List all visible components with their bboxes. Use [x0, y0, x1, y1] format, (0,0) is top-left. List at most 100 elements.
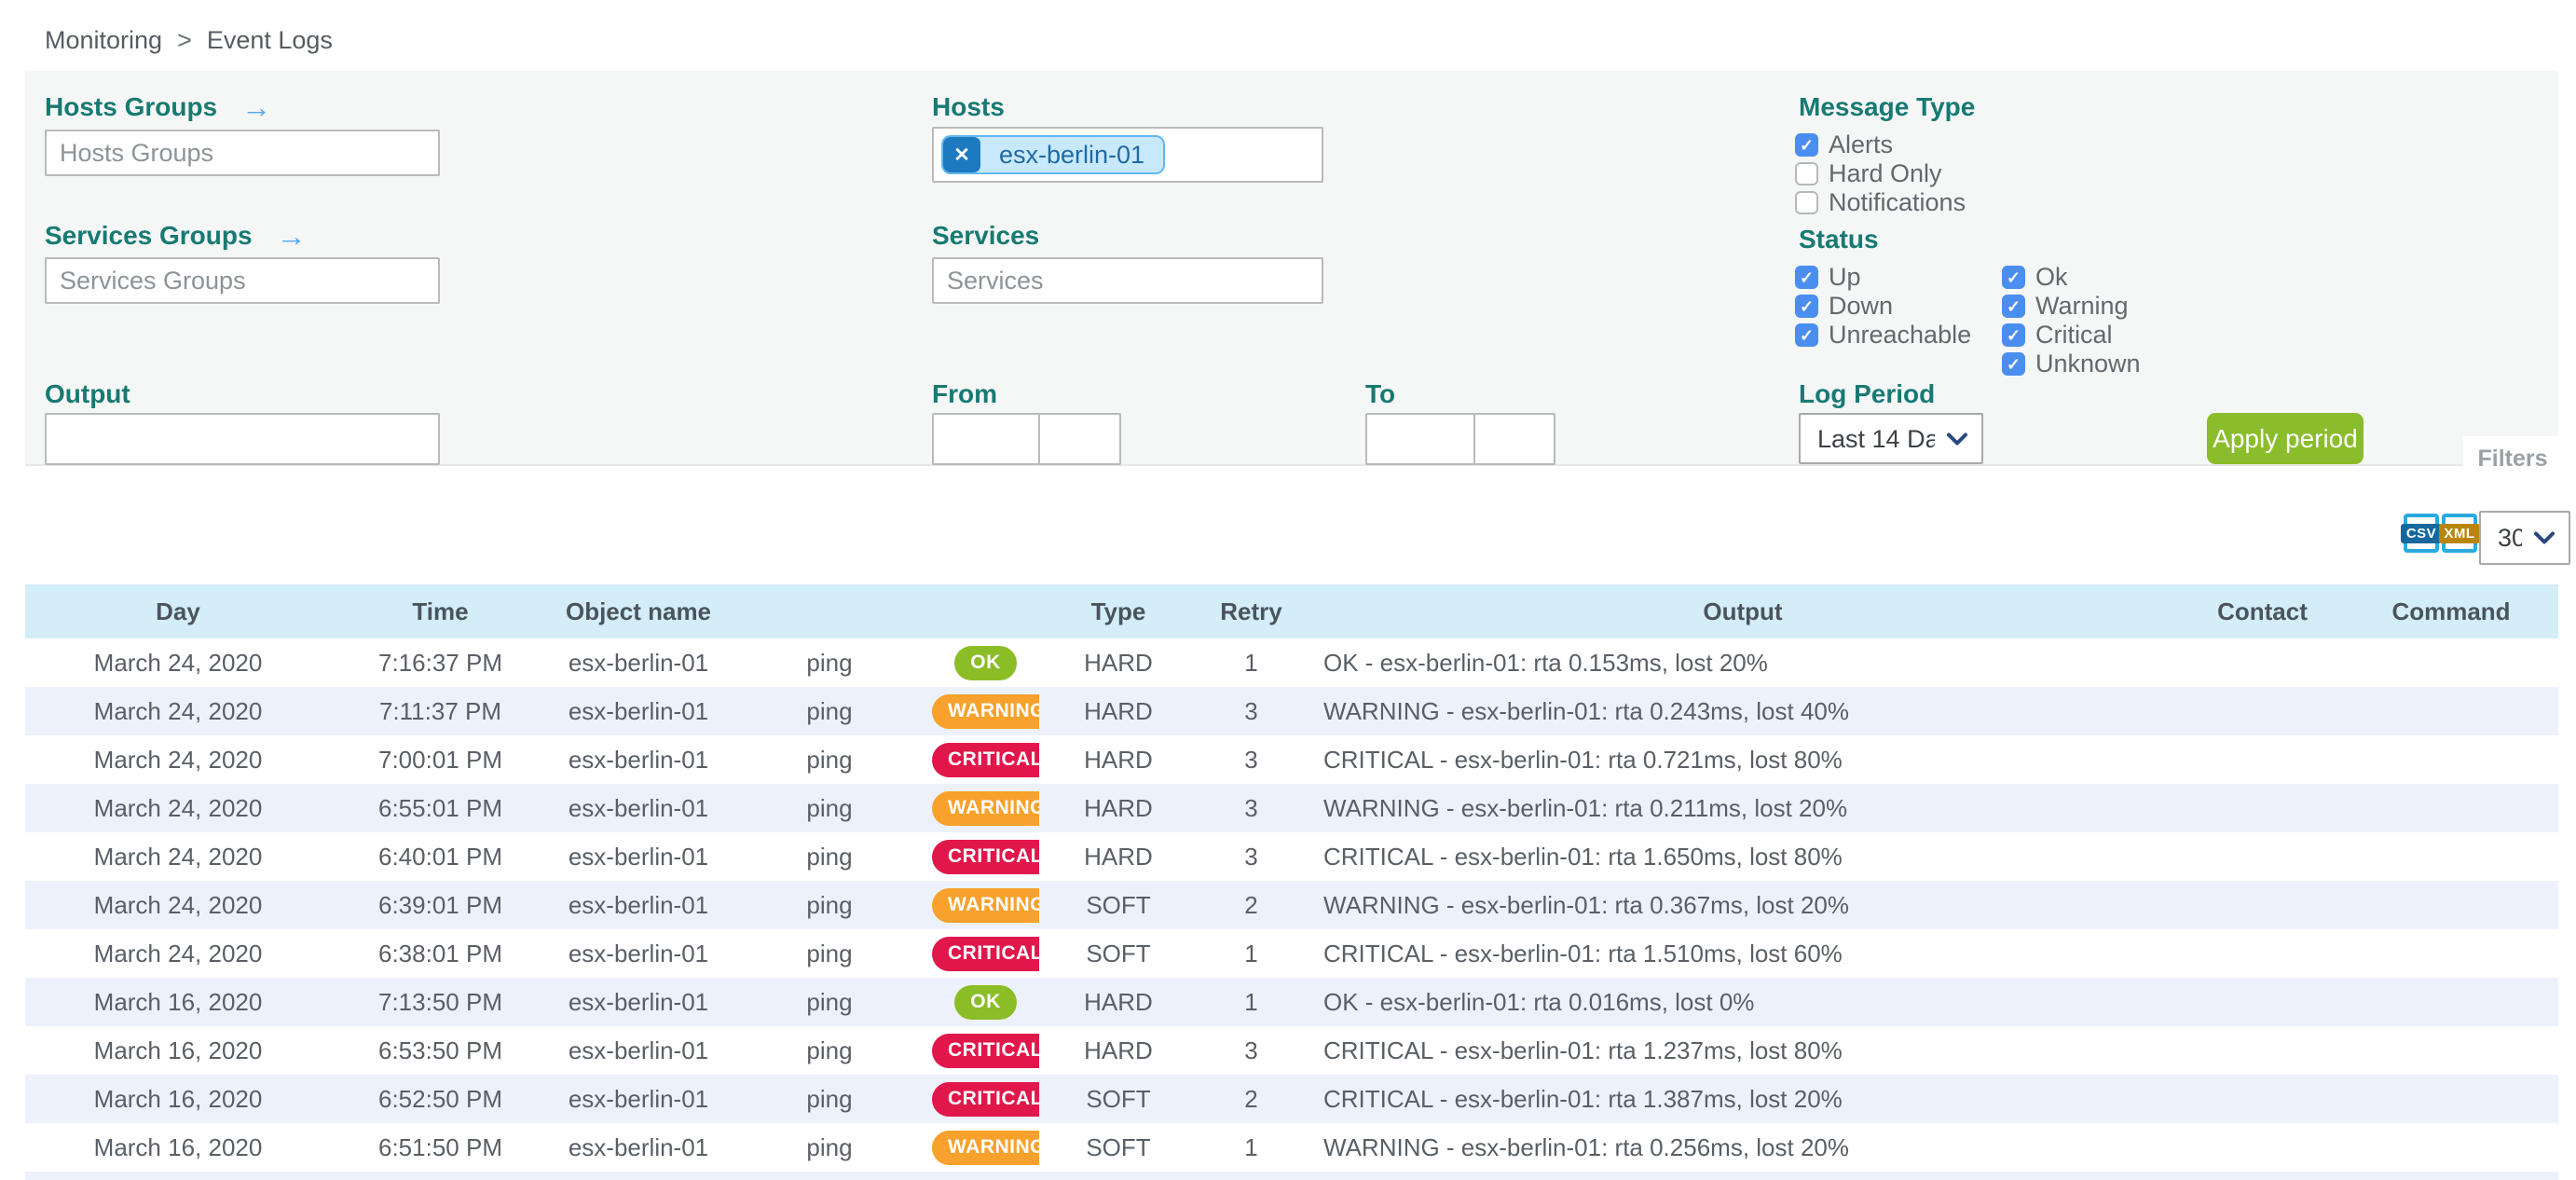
filter-checkbox[interactable]: ✓ Unreachable: [1795, 321, 1971, 350]
header-day: Day: [156, 597, 200, 625]
cell-day: March 24, 2020: [93, 696, 263, 725]
filter-checkbox[interactable]: ✓ Notifications: [1795, 188, 1966, 217]
cell-service: ping: [806, 939, 853, 967]
from-label: From: [932, 379, 997, 408]
table-row[interactable]: March 24, 2020 6:55:01 PM esx-berlin-01 …: [25, 784, 2558, 832]
filter-checkbox[interactable]: ✓ Hard Only: [1795, 159, 1966, 188]
xml-export-icon[interactable]: XML: [2439, 514, 2480, 553]
status-badge: WARNING: [932, 1130, 1039, 1165]
cell-object-name: esx-berlin-01: [568, 1132, 709, 1161]
breadcrumb: Monitoring > Event Logs: [45, 26, 333, 55]
to-label: To: [1365, 379, 1396, 408]
filter-checkbox[interactable]: ✓ Up: [1795, 263, 1971, 292]
to-date-input[interactable]: [1365, 413, 1475, 465]
page-size-select[interactable]: 30: [2479, 511, 2570, 565]
filter-checkbox[interactable]: ✓ Ok: [2002, 263, 2141, 292]
cell-retry: 1: [1244, 939, 1258, 967]
status-label: Status: [1799, 225, 1879, 254]
cell-time: 6:55:01 PM: [378, 793, 502, 822]
cell-service: ping: [806, 745, 853, 774]
hosts-groups-arrow-icon[interactable]: →: [241, 90, 272, 124]
checkbox-box: ✓: [2002, 295, 2025, 318]
checkbox-label: Unknown: [2035, 350, 2141, 377]
cell-time: 7:16:37 PM: [378, 648, 502, 677]
cell-object-name: esx-berlin-01: [568, 842, 709, 871]
table-row[interactable]: March 16, 2020 7:13:50 PM esx-berlin-01 …: [25, 978, 2558, 1026]
cell-type: HARD: [1084, 696, 1153, 725]
breadcrumb-event-logs[interactable]: Event Logs: [206, 26, 333, 54]
event-logs-table: Day Time Object name Type Retry Output C…: [25, 584, 2558, 1180]
cell-day: March 24, 2020: [93, 842, 263, 871]
output-input[interactable]: [45, 413, 440, 465]
hosts-input[interactable]: ✕ esx-berlin-01: [932, 127, 1323, 183]
from-time-input[interactable]: [1038, 413, 1121, 465]
checkbox-label: Hard Only: [1829, 159, 1942, 187]
cell-output: CRITICAL - esx-berlin-01: rta 0.721ms, l…: [1323, 745, 1843, 774]
cell-retry: 3: [1244, 793, 1258, 822]
cell-time: 6:51:50 PM: [378, 1132, 502, 1161]
filter-checkbox[interactable]: ✓ Unknown: [2002, 350, 2141, 378]
checkbox-box: ✓: [2002, 323, 2025, 347]
status-badge: OK: [954, 984, 1017, 1020]
table-row[interactable]: March 24, 2020 6:39:01 PM esx-berlin-01 …: [25, 881, 2558, 929]
csv-export-icon[interactable]: CSV: [2401, 514, 2442, 553]
cell-time: 6:39:01 PM: [378, 890, 502, 919]
services-input[interactable]: [932, 257, 1323, 304]
from-date-input[interactable]: [932, 413, 1040, 465]
table-row[interactable]: March 24, 2020 7:16:37 PM esx-berlin-01 …: [25, 638, 2558, 687]
cell-output: WARNING - esx-berlin-01: rta 0.256ms, lo…: [1323, 1132, 1849, 1161]
checkbox-box: ✓: [2002, 266, 2025, 289]
output-label: Output: [45, 379, 130, 408]
filter-checkbox[interactable]: ✓ Warning: [2002, 292, 2141, 321]
table-row[interactable]: March 16, 2020 6:51:50 PM esx-berlin-01 …: [25, 1123, 2558, 1172]
chip-remove-icon[interactable]: ✕: [943, 137, 980, 172]
cell-object-name: esx-berlin-01: [568, 939, 709, 967]
header-type: Type: [1090, 597, 1146, 625]
breadcrumb-monitoring[interactable]: Monitoring: [45, 26, 163, 54]
cell-time: 6:40:01 PM: [378, 842, 502, 871]
cell-type: HARD: [1084, 745, 1153, 774]
cell-output: CRITICAL - esx-berlin-01: rta 1.387ms, l…: [1323, 1084, 1843, 1113]
services-label: Services: [932, 221, 1040, 250]
table-row[interactable]: March 24, 2020 7:11:37 PM esx-berlin-01 …: [25, 687, 2558, 735]
cell-retry: 1: [1244, 648, 1258, 677]
cell-type: SOFT: [1086, 939, 1151, 967]
header-command: Command: [2391, 597, 2511, 625]
table-row[interactable]: March 16, 2020 6:52:50 PM esx-berlin-01 …: [25, 1075, 2558, 1123]
status-badge: OK: [954, 645, 1017, 680]
table-header-row: Day Time Object name Type Retry Output C…: [25, 584, 2558, 638]
cell-time: 7:00:01 PM: [378, 745, 502, 774]
filter-checkbox[interactable]: ✓ Down: [1795, 292, 1971, 321]
filters-tab[interactable]: Filters: [2463, 436, 2562, 481]
filter-checkbox[interactable]: ✓ Alerts: [1795, 130, 1966, 159]
cell-type: HARD: [1084, 1036, 1153, 1064]
log-period-select[interactable]: Last 14 Days: [1799, 413, 1983, 464]
cell-type: HARD: [1084, 842, 1153, 871]
cell-output: OK - esx-berlin-01: rta 0.153ms, lost 20…: [1323, 648, 1768, 677]
table-row[interactable]: March 24, 2020 7:00:01 PM esx-berlin-01 …: [25, 735, 2558, 784]
hosts-groups-input[interactable]: [45, 130, 440, 176]
services-groups-arrow-icon[interactable]: →: [276, 219, 307, 253]
cell-retry: 3: [1244, 745, 1258, 774]
cell-retry: 1: [1244, 1132, 1258, 1161]
cell-object-name: esx-berlin-01: [568, 648, 709, 677]
cell-output: WARNING - esx-berlin-01: rta 0.211ms, lo…: [1323, 793, 1848, 822]
to-time-input[interactable]: [1473, 413, 1555, 465]
cell-retry: 3: [1244, 1036, 1258, 1064]
apply-period-button[interactable]: Apply period: [2207, 413, 2364, 464]
services-groups-label: Services Groups →: [45, 219, 307, 253]
cell-output: CRITICAL - esx-berlin-01: rta 1.650ms, l…: [1323, 842, 1843, 871]
cell-object-name: esx-berlin-01: [568, 987, 709, 1016]
table-row[interactable]: March 24, 2020 6:40:01 PM esx-berlin-01 …: [25, 832, 2558, 881]
cell-output: WARNING - esx-berlin-01: rta 0.243ms, lo…: [1323, 696, 1849, 725]
cell-service: ping: [806, 696, 853, 725]
cell-service: ping: [806, 793, 853, 822]
filter-checkbox[interactable]: ✓ Critical: [2002, 321, 2141, 350]
table-row[interactable]: March 24, 2020 6:38:01 PM esx-berlin-01 …: [25, 929, 2558, 978]
services-groups-input[interactable]: [45, 257, 440, 304]
cell-service: ping: [806, 648, 853, 677]
cell-service: ping: [806, 1084, 853, 1113]
table-row[interactable]: March 16, 2020 6:53:50 PM esx-berlin-01 …: [25, 1026, 2558, 1075]
cell-time: 7:13:50 PM: [378, 987, 502, 1016]
checkbox-label: Warning: [2035, 292, 2129, 320]
